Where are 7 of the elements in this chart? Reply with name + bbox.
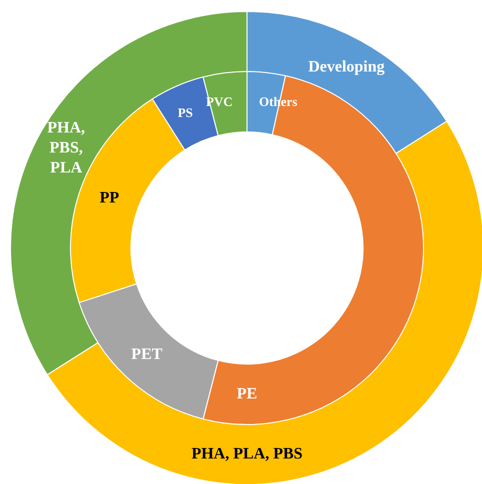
slice-label: PS (178, 105, 193, 120)
slice-label: PHA, PBS, PLA (47, 120, 86, 177)
slice-label: Developing (308, 58, 385, 76)
slice-label: PE (236, 385, 258, 402)
slice-label: PHA, PLA, PBS (191, 445, 303, 462)
slice-label: PP (100, 190, 120, 207)
slice-label: PET (131, 346, 163, 363)
